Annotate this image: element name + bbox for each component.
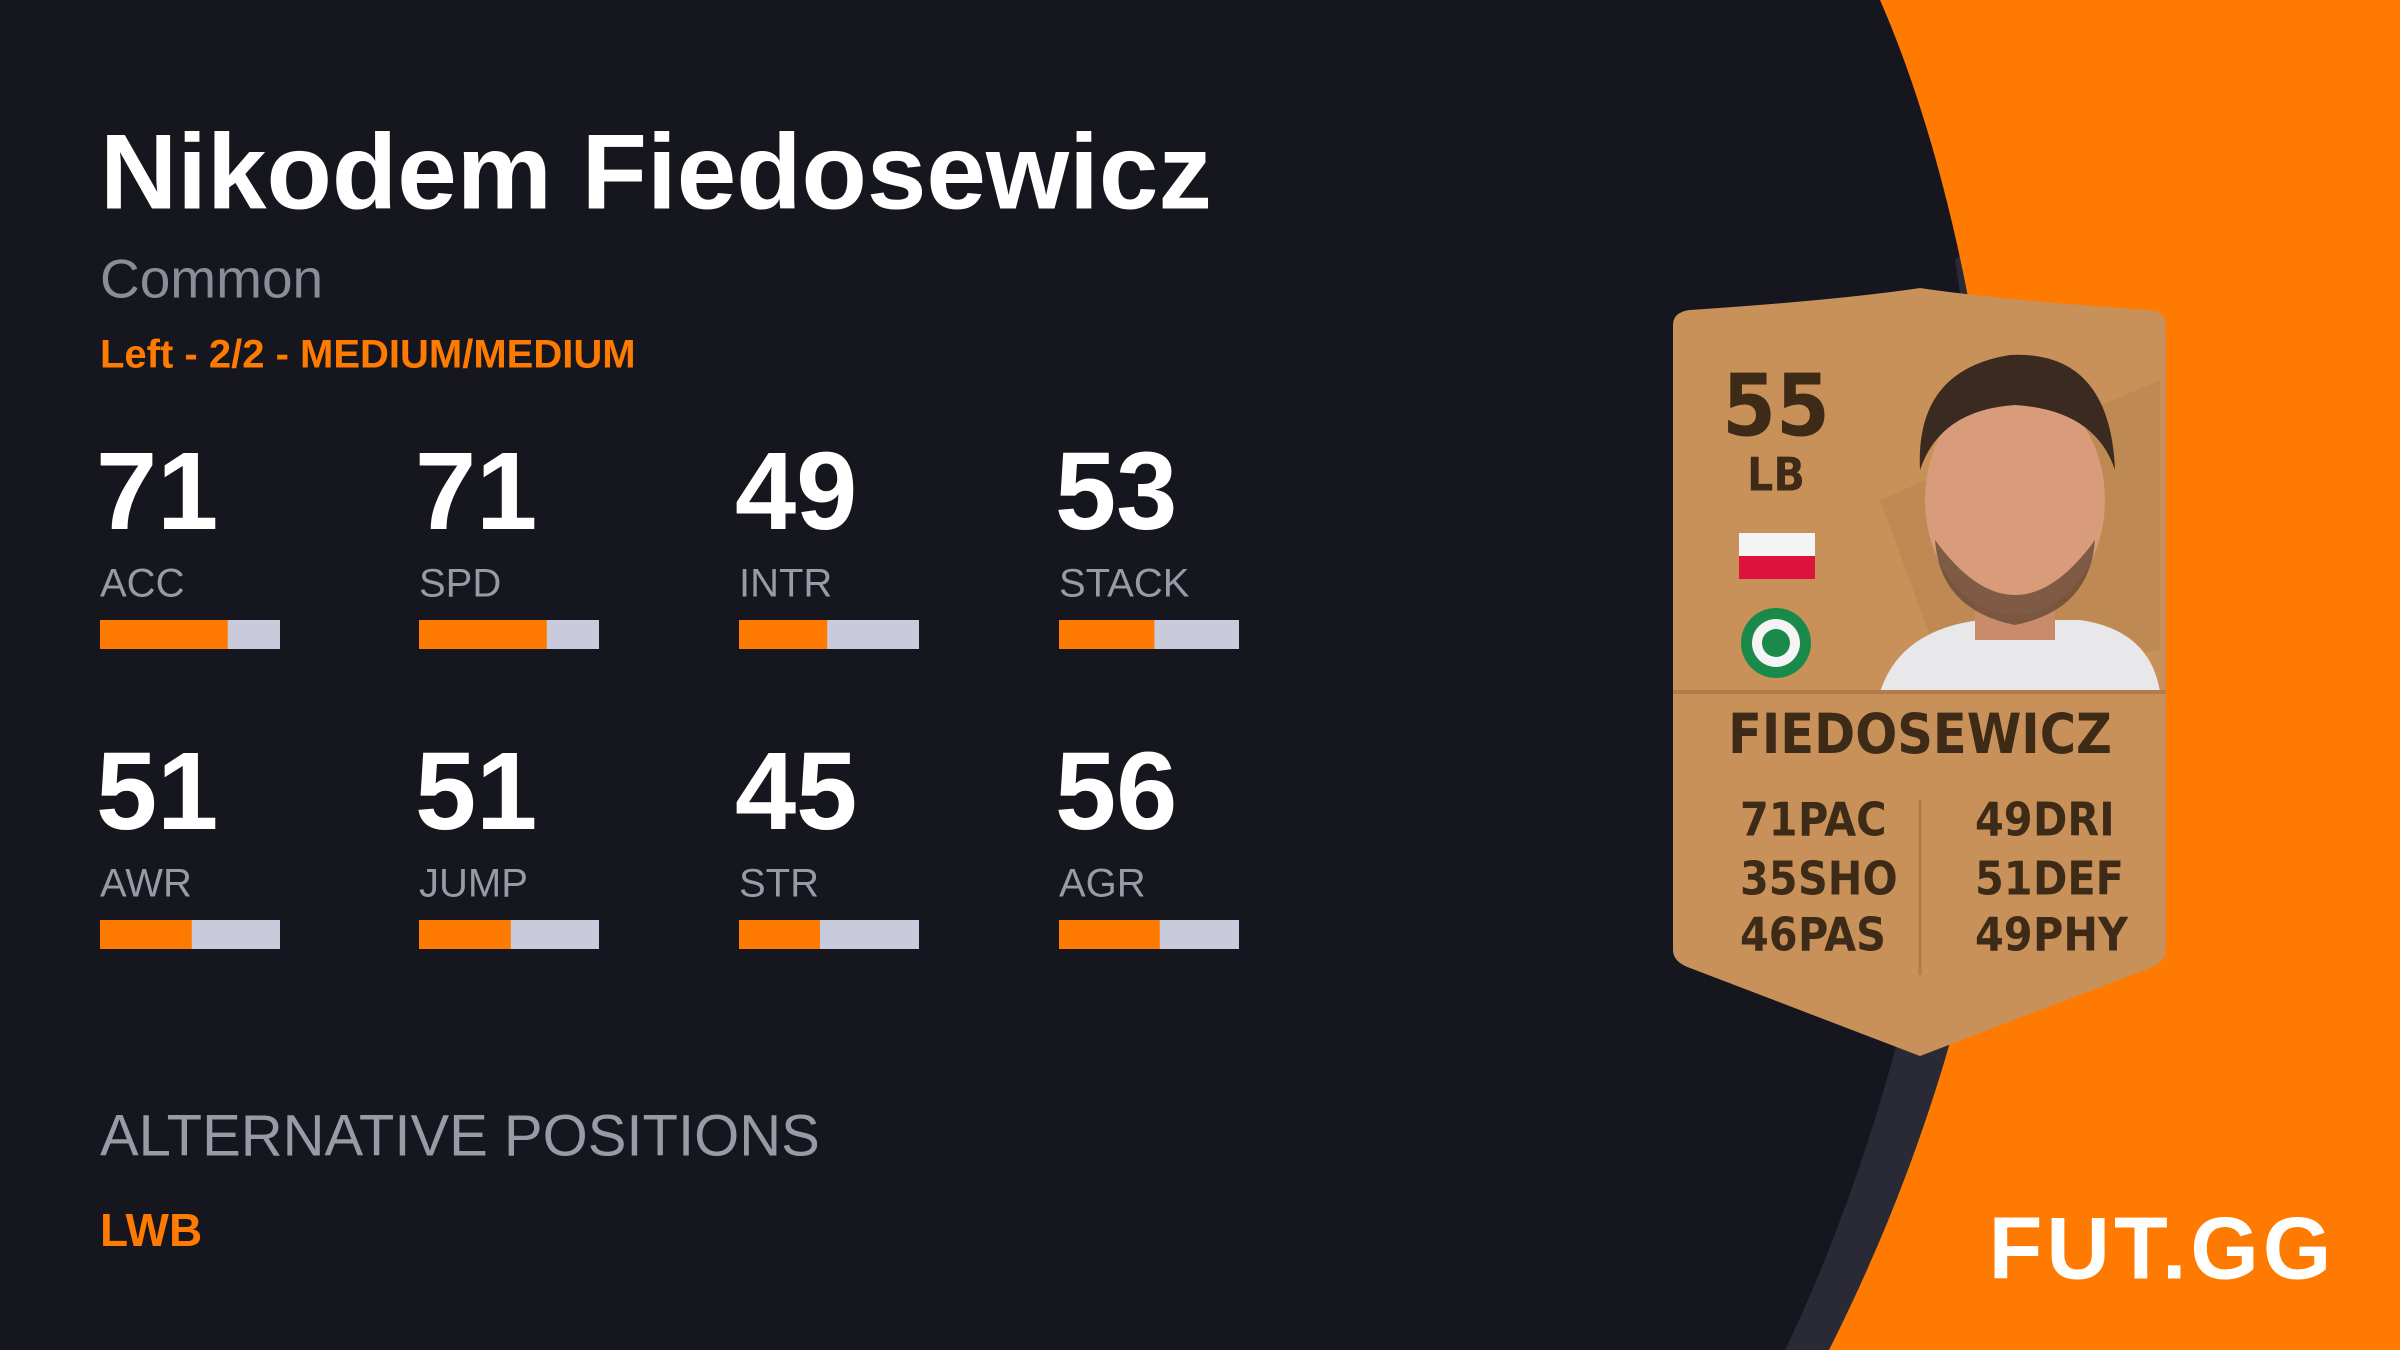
stat-bar bbox=[100, 920, 192, 949]
stat-bar bbox=[1059, 920, 1160, 949]
stat-value: 53 bbox=[1055, 430, 1177, 553]
stat-label: INTR bbox=[739, 562, 832, 606]
card-stat-label: SHO bbox=[1798, 852, 1898, 906]
stat-value: 71 bbox=[96, 430, 218, 553]
stat-label: SPD bbox=[419, 562, 501, 606]
flag bbox=[1739, 533, 1815, 579]
player-info: Left - 2/2 - MEDIUM/MEDIUM bbox=[100, 333, 636, 377]
card-stat-value: 51 bbox=[1975, 852, 2033, 906]
player-name: Nikodem Fiedosewicz bbox=[100, 111, 1212, 231]
card-position: LB bbox=[1747, 448, 1805, 502]
player-photo bbox=[1880, 354, 2160, 692]
rarity: Common bbox=[100, 248, 323, 310]
stat-bar bbox=[419, 920, 511, 949]
card-stat-label: PAS bbox=[1798, 908, 1886, 962]
card-stat-value: 35 bbox=[1740, 852, 1798, 906]
club-badge bbox=[1741, 608, 1811, 678]
card-stat-label: DRI bbox=[2033, 793, 2115, 847]
stat-bar bbox=[1059, 620, 1155, 649]
stat-label: JUMP bbox=[419, 862, 528, 906]
stat-value: 71 bbox=[415, 430, 537, 553]
logo: FUT.GG bbox=[1989, 1198, 2336, 1297]
alt-position: LWB bbox=[100, 1204, 202, 1256]
card-stat-label: PAC bbox=[1798, 793, 1887, 847]
stat-value: 49 bbox=[735, 430, 857, 553]
stat-label: STR bbox=[739, 862, 819, 906]
stat-bar bbox=[739, 920, 820, 949]
card-stat-value: 46 bbox=[1740, 908, 1798, 962]
card-stat-label: DEF bbox=[2033, 852, 2124, 906]
stat-value: 51 bbox=[96, 730, 218, 853]
stat-bar bbox=[419, 620, 547, 649]
card-divider bbox=[1673, 690, 2166, 694]
card-stat-value: 49 bbox=[1975, 793, 2033, 847]
stat-label: AGR bbox=[1059, 862, 1146, 906]
stat-label: STACK bbox=[1059, 562, 1190, 606]
stat-value: 45 bbox=[735, 730, 857, 853]
stat-bar bbox=[100, 620, 228, 649]
section-title: ALTERNATIVE POSITIONS bbox=[100, 1103, 820, 1168]
stat-label: ACC bbox=[100, 562, 184, 606]
stat-bar bbox=[739, 620, 828, 649]
card-rating: 55 bbox=[1722, 356, 1830, 456]
card-stat-value: 71 bbox=[1740, 793, 1798, 847]
stat-value: 51 bbox=[415, 730, 537, 853]
stat-value: 56 bbox=[1055, 730, 1177, 853]
card-stat-label: PHY bbox=[2033, 908, 2129, 962]
stat-label: AWR bbox=[100, 862, 192, 906]
card-stat-value: 49 bbox=[1975, 908, 2033, 962]
card-name: FIEDOSEWICZ bbox=[1728, 702, 2112, 766]
